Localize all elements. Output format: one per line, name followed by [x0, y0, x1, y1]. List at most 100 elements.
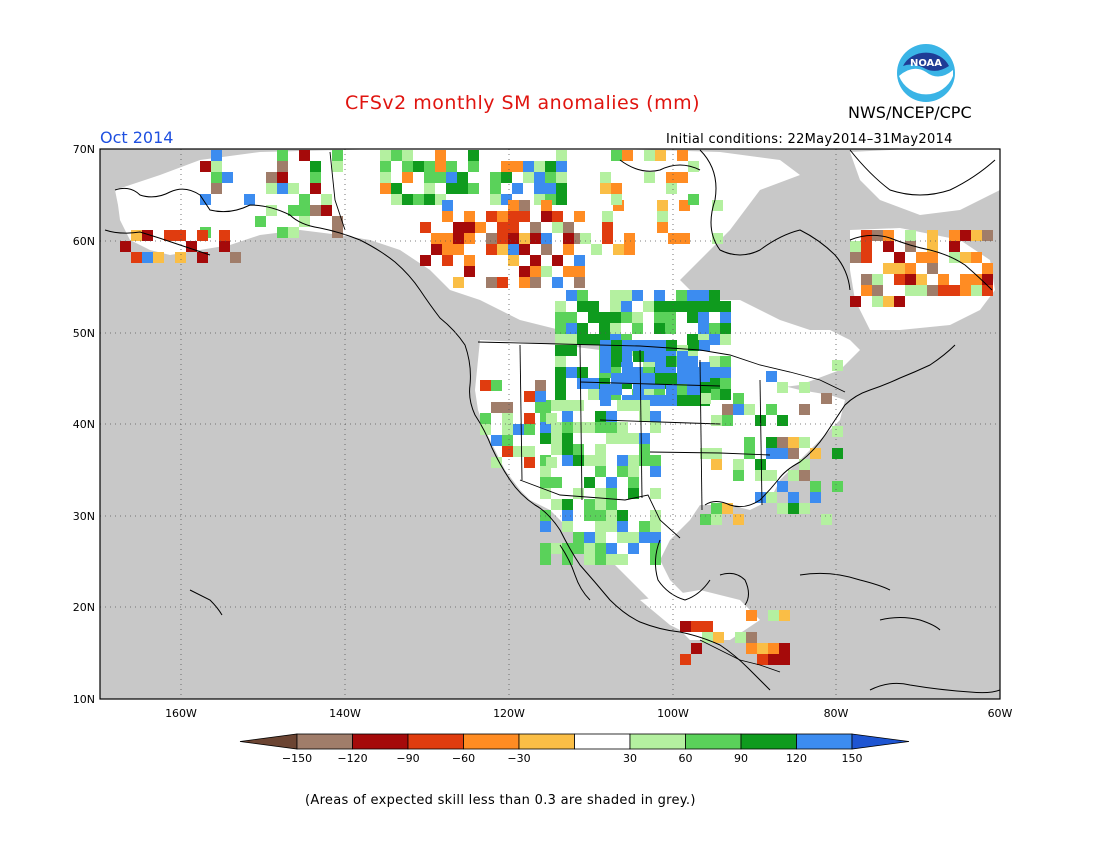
anomaly-cell — [464, 211, 475, 222]
anomaly-cell — [894, 274, 905, 285]
anomaly-cell — [566, 334, 577, 345]
anomaly-cell — [611, 373, 622, 384]
anomaly-cell — [982, 274, 993, 285]
anomaly-cell — [657, 211, 668, 222]
anomaly-cell — [628, 400, 639, 411]
anomaly-cell — [540, 466, 551, 477]
anomaly-cell — [288, 205, 299, 216]
anomaly-cell — [665, 312, 676, 323]
anomaly-cell — [810, 492, 821, 503]
anomaly-cell — [540, 422, 551, 433]
anomaly-cell — [872, 274, 883, 285]
anomaly-cell — [606, 543, 617, 554]
anomaly-cell — [566, 367, 577, 378]
color-legend: −150 −120 −90 −60 −30 30 60 90 120 150 — [239, 733, 910, 765]
anomaly-cell — [540, 433, 551, 444]
anomaly-cell — [577, 367, 588, 378]
anomaly-cell — [613, 244, 624, 255]
anomaly-cell — [960, 285, 971, 296]
anomaly-cell — [624, 244, 635, 255]
anomaly-cell — [643, 301, 654, 312]
anomaly-cell — [562, 455, 573, 466]
coastlines — [104, 149, 1000, 694]
anomaly-cell — [457, 172, 468, 183]
anomaly-cell — [960, 252, 971, 263]
anomaly-cell — [502, 424, 513, 435]
anomaly-cell — [687, 378, 698, 389]
anomaly-cell — [545, 161, 556, 172]
anomaly-cell — [755, 459, 766, 470]
anomaly-cell — [699, 373, 710, 384]
anomaly-cell — [611, 384, 622, 395]
anomaly-cell — [566, 290, 577, 301]
anomaly-cell — [555, 356, 566, 367]
anomaly-cell — [713, 632, 724, 643]
anomaly-cell — [799, 459, 810, 470]
anomaly-cell — [540, 521, 551, 532]
anomaly-cell — [563, 233, 574, 244]
anomaly-cell — [501, 194, 512, 205]
anomaly-cell — [513, 424, 524, 435]
anomaly-cell — [391, 183, 402, 194]
anomaly-cell — [617, 433, 628, 444]
anomaly-cell — [475, 222, 486, 233]
anomaly-cell — [949, 252, 960, 263]
anomaly-cell — [666, 395, 677, 406]
anomaly-cells — [120, 150, 993, 665]
anomaly-cell — [861, 252, 872, 263]
legend-swatch — [629, 733, 686, 750]
anomaly-cell — [490, 172, 501, 183]
anomaly-cell — [611, 183, 622, 194]
anomaly-cell — [219, 230, 230, 241]
anomaly-cell — [332, 150, 343, 161]
anomaly-cell — [541, 244, 552, 255]
anomaly-cell — [534, 161, 545, 172]
anomaly-cell — [720, 334, 731, 345]
anomaly-cell — [832, 448, 843, 459]
anomaly-cell — [588, 389, 599, 400]
anomaly-cell — [464, 222, 475, 233]
anomaly-cell — [577, 334, 588, 345]
anomaly-cell — [650, 543, 661, 554]
lon-label: 60W — [988, 707, 1013, 720]
anomaly-cell — [905, 263, 916, 274]
anomaly-cell — [562, 510, 573, 521]
anomaly-cell — [540, 488, 551, 499]
anomaly-cell — [424, 161, 435, 172]
anomaly-cell — [600, 351, 611, 362]
anomaly-cell — [142, 252, 153, 263]
legend-label: 90 — [734, 752, 748, 765]
anomaly-cell — [588, 378, 599, 389]
anomaly-cell — [255, 216, 266, 227]
anomaly-cell — [519, 200, 530, 211]
anomaly-cell — [610, 334, 621, 345]
anomaly-cell — [709, 323, 720, 334]
anomaly-cell — [611, 194, 622, 205]
anomaly-cell — [650, 466, 661, 477]
anomaly-cell — [766, 437, 777, 448]
anomaly-cell — [219, 241, 230, 252]
anomaly-cell — [676, 301, 687, 312]
anomaly-cell — [332, 216, 343, 227]
anomaly-cell — [595, 521, 606, 532]
land-skill-yucatan — [640, 590, 760, 640]
noaa-logo-text: NOAA — [910, 58, 942, 69]
anomaly-cell — [755, 470, 766, 481]
anomaly-cell — [413, 161, 424, 172]
anomaly-cell — [650, 422, 661, 433]
anomaly-cell — [676, 389, 687, 400]
anomaly-cell — [420, 222, 431, 233]
anomaly-cell — [573, 543, 584, 554]
anomaly-cell — [535, 391, 546, 402]
anomaly-cell — [555, 334, 566, 345]
anomaly-cell — [546, 413, 557, 424]
anomaly-cell — [655, 395, 666, 406]
anomaly-cell — [540, 411, 551, 422]
legend-label: −120 — [337, 752, 367, 765]
anomaly-cell — [766, 492, 777, 503]
legend-swatch — [685, 733, 742, 750]
anomaly-cell — [508, 211, 519, 222]
anomaly-cell — [766, 371, 777, 382]
anomaly-cell — [556, 150, 567, 161]
anomaly-cell — [927, 241, 938, 252]
